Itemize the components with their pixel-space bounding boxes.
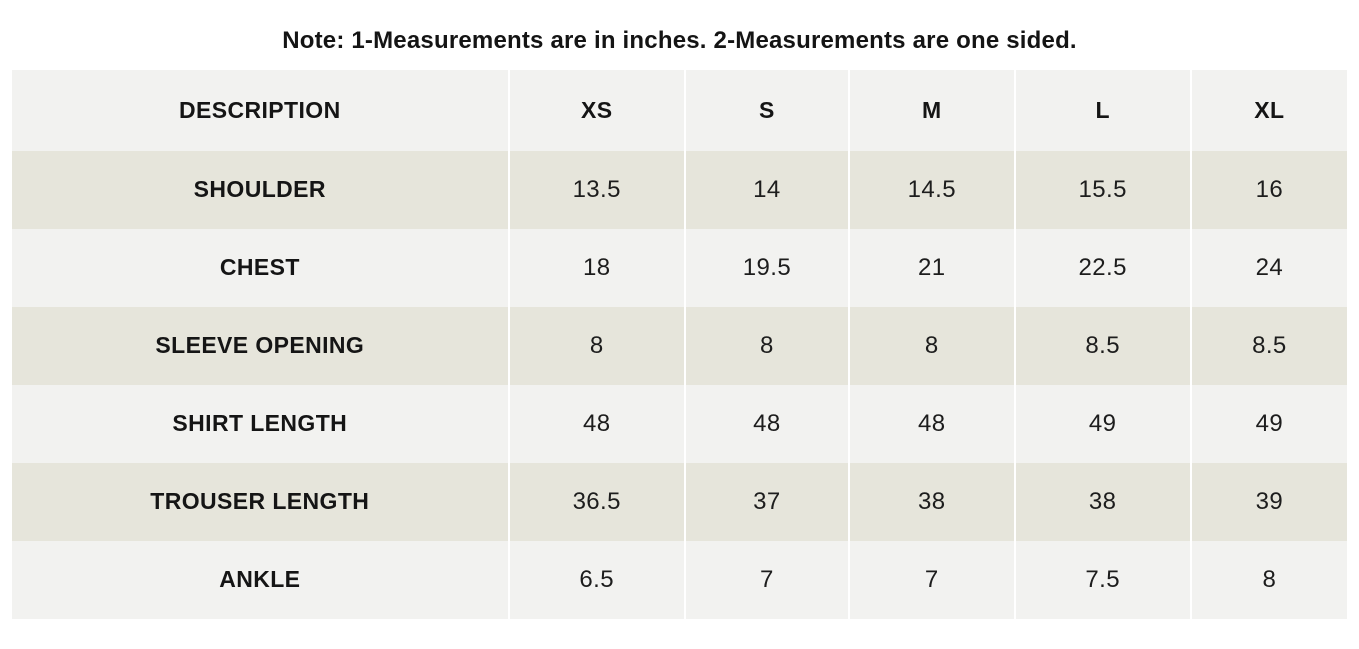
row-label: ANKLE xyxy=(12,540,509,619)
table-cell: 48 xyxy=(507,384,685,463)
table-cell: 19.5 xyxy=(683,228,850,307)
measurements-note: Note: 1-Measurements are in inches. 2-Me… xyxy=(282,27,1077,54)
table-cell: 7 xyxy=(683,540,850,619)
column-header-s: S xyxy=(683,69,850,151)
table-cell: 48 xyxy=(848,384,1015,463)
table-cell: 48 xyxy=(683,384,850,463)
table-cell: 49 xyxy=(1189,384,1347,463)
table-row-trouser-length: TROUSER LENGTH 36.5 37 38 38 39 xyxy=(12,462,1347,541)
header-row: DESCRIPTION XS S M L XL xyxy=(12,69,1347,151)
row-label: TROUSER LENGTH xyxy=(12,462,509,541)
table-row-ankle: ANKLE 6.5 7 7 7.5 8 xyxy=(12,540,1347,619)
table-cell: 14.5 xyxy=(848,150,1015,229)
table-row-shirt-length: SHIRT LENGTH 48 48 48 49 49 xyxy=(12,384,1347,463)
table-cell: 49 xyxy=(1013,384,1191,463)
row-label: SHIRT LENGTH xyxy=(12,384,509,463)
table-cell: 39 xyxy=(1189,462,1347,541)
column-header-description: DESCRIPTION xyxy=(12,69,509,151)
column-header-xl: XL xyxy=(1189,69,1347,151)
table-cell: 13.5 xyxy=(507,150,685,229)
table-cell: 37 xyxy=(683,462,850,541)
column-header-xs: XS xyxy=(507,69,685,151)
table-cell: 8 xyxy=(1189,540,1347,619)
table-cell: 8.5 xyxy=(1013,306,1191,385)
table-cell: 8 xyxy=(683,306,850,385)
table-cell: 16 xyxy=(1189,150,1347,229)
table-cell: 18 xyxy=(507,228,685,307)
table-cell: 38 xyxy=(1013,462,1191,541)
table-cell: 14 xyxy=(683,150,850,229)
table-cell: 36.5 xyxy=(507,462,685,541)
table-row-chest: CHEST 18 19.5 21 22.5 24 xyxy=(12,228,1347,307)
table-cell: 8 xyxy=(507,306,685,385)
size-chart-table: DESCRIPTION XS S M L XL SHOULDER 13.5 14… xyxy=(12,69,1347,619)
row-label: SHOULDER xyxy=(12,150,509,229)
row-label: SLEEVE OPENING xyxy=(12,306,509,385)
table-cell: 22.5 xyxy=(1013,228,1191,307)
table-cell: 8.5 xyxy=(1189,306,1347,385)
column-header-l: L xyxy=(1013,69,1191,151)
table-cell: 7.5 xyxy=(1013,540,1191,619)
table-cell: 38 xyxy=(848,462,1015,541)
table-cell: 21 xyxy=(848,228,1015,307)
table-cell: 7 xyxy=(848,540,1015,619)
table-cell: 8 xyxy=(848,306,1015,385)
table-row-shoulder: SHOULDER 13.5 14 14.5 15.5 16 xyxy=(12,150,1347,229)
table-row-sleeve-opening: SLEEVE OPENING 8 8 8 8.5 8.5 xyxy=(12,306,1347,385)
table-cell: 6.5 xyxy=(507,540,685,619)
table-cell: 15.5 xyxy=(1013,150,1191,229)
column-header-m: M xyxy=(848,69,1015,151)
table-cell: 24 xyxy=(1189,228,1347,307)
row-label: CHEST xyxy=(12,228,509,307)
